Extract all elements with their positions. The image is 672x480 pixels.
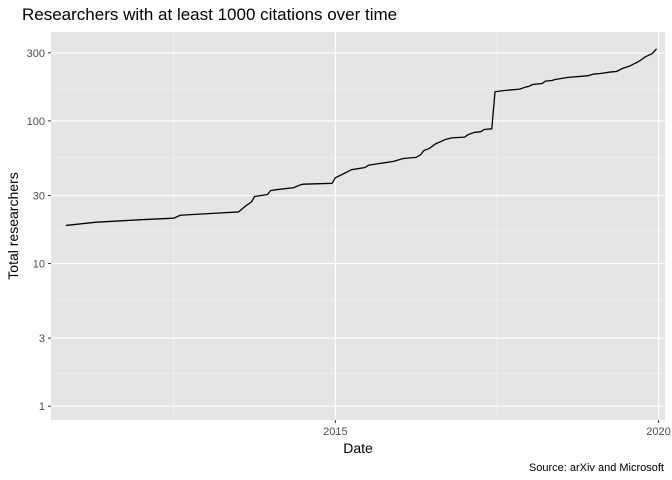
y-tick-label: 100 (27, 116, 45, 128)
x-tick-label: 2015 (323, 426, 347, 438)
panel-background (51, 32, 665, 420)
x-axis: 2015 2020 (323, 420, 671, 438)
y-axis-title: Total researchers (5, 172, 21, 279)
x-tick-label: 2020 (646, 426, 670, 438)
series-line (65, 48, 658, 227)
series-layer (65, 48, 658, 227)
y-tick-label: 3 (39, 333, 45, 345)
major-gridlines (51, 32, 665, 420)
minor-gridlines (51, 32, 665, 420)
y-tick-label: 30 (33, 190, 45, 202)
source-caption: Source: arXiv and Microsoft (529, 462, 664, 474)
x-axis-title: Date (343, 440, 373, 456)
y-axis: 1 3 10 30 100 300 (27, 48, 51, 413)
y-tick-label: 10 (33, 259, 45, 271)
y-tick-label: 300 (27, 48, 45, 60)
y-tick-label: 1 (39, 401, 45, 413)
chart-title: Researchers with at least 1000 citations… (22, 5, 397, 24)
